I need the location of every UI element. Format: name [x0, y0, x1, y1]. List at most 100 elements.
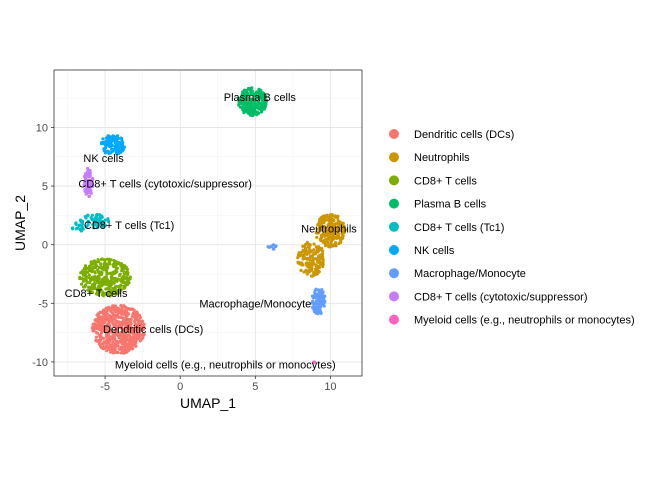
data-point — [332, 232, 336, 237]
data-point — [318, 298, 322, 302]
data-point — [105, 270, 109, 275]
data-point — [336, 229, 340, 233]
series-points — [296, 213, 347, 278]
legend-key — [389, 198, 399, 209]
data-point — [85, 224, 89, 229]
data-point — [306, 251, 311, 255]
data-point — [131, 346, 135, 351]
y-tick-label: 0 — [42, 240, 48, 252]
data-point — [248, 104, 252, 108]
data-point — [87, 273, 91, 277]
data-point — [75, 226, 79, 230]
data-point — [94, 276, 99, 280]
legend-label: Macrophage/Monocyte — [414, 268, 526, 280]
data-point — [106, 219, 111, 223]
data-point — [311, 253, 315, 257]
data-point — [301, 255, 306, 259]
data-point — [127, 339, 131, 343]
data-point — [85, 182, 89, 186]
data-point — [83, 177, 88, 181]
data-point — [111, 322, 115, 326]
data-point — [77, 223, 81, 228]
data-point — [120, 265, 124, 269]
data-point — [321, 290, 325, 294]
data-point — [111, 134, 115, 138]
data-point — [94, 338, 98, 343]
data-point — [95, 331, 100, 335]
data-point — [261, 102, 265, 106]
series-points — [90, 303, 146, 355]
data-point — [100, 223, 104, 227]
data-point — [119, 303, 123, 308]
data-point — [106, 292, 110, 297]
data-point — [128, 331, 132, 335]
data-point — [114, 151, 118, 155]
data-point — [100, 271, 104, 275]
data-point — [123, 350, 128, 354]
cluster-label: CD8+ T cells — [65, 288, 128, 300]
data-point — [118, 272, 122, 276]
data-point — [94, 335, 98, 339]
cluster-label: NK cells — [83, 153, 124, 165]
legend-key — [389, 268, 399, 279]
data-point — [141, 335, 145, 340]
data-point — [111, 304, 115, 308]
data-point — [305, 272, 309, 276]
data-point — [113, 276, 117, 280]
data-point — [111, 313, 115, 317]
data-point — [88, 290, 92, 294]
data-point — [90, 213, 95, 217]
data-point — [320, 217, 324, 222]
data-point — [114, 140, 118, 144]
data-point — [126, 278, 131, 283]
data-point — [307, 244, 311, 248]
data-point — [336, 214, 340, 218]
series-points — [82, 166, 95, 199]
data-point — [131, 329, 136, 333]
data-point — [303, 246, 308, 250]
data-point — [125, 325, 129, 329]
data-point — [109, 258, 113, 262]
data-point — [116, 145, 120, 150]
data-point — [240, 101, 244, 105]
data-point — [119, 333, 123, 337]
data-point — [324, 237, 328, 242]
data-point — [88, 171, 92, 175]
data-point — [113, 350, 117, 354]
data-point — [336, 233, 341, 238]
data-point — [99, 141, 104, 146]
data-point — [88, 178, 92, 182]
data-point — [254, 103, 259, 107]
data-point — [126, 345, 130, 349]
data-point — [318, 291, 322, 295]
data-point — [80, 226, 84, 230]
data-point — [327, 244, 331, 249]
data-point — [121, 267, 125, 271]
data-point — [102, 329, 106, 333]
data-point — [247, 97, 251, 102]
data-point — [90, 290, 94, 295]
x-tick-label: 5 — [252, 381, 258, 393]
data-point — [102, 308, 106, 312]
data-point — [133, 318, 138, 322]
data-point — [128, 341, 133, 345]
data-point — [320, 288, 324, 292]
data-point — [246, 102, 250, 106]
data-point — [311, 299, 315, 303]
data-point — [103, 313, 107, 318]
data-point — [108, 280, 112, 284]
data-point — [99, 331, 104, 335]
data-point — [90, 275, 95, 279]
data-point — [335, 236, 339, 240]
data-point — [120, 136, 124, 141]
panel-border — [53, 69, 363, 377]
data-point — [109, 350, 113, 354]
legend-item: Myeloid cells (e.g., neutrophils or mono… — [389, 314, 635, 327]
data-point — [91, 261, 95, 265]
data-point — [316, 250, 320, 254]
data-point — [71, 227, 75, 231]
data-point — [310, 255, 315, 260]
data-point — [127, 322, 131, 326]
data-point — [87, 194, 91, 199]
